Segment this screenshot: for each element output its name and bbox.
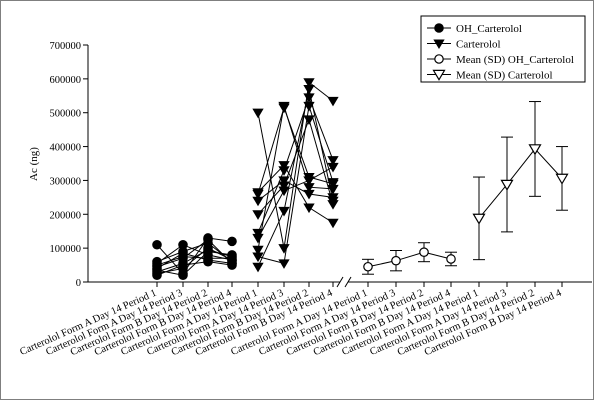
data-point bbox=[178, 258, 188, 269]
x-axis-ticks: Carterolol Form A Day 14 Period 1Cartero… bbox=[18, 282, 564, 358]
data-point bbox=[327, 96, 339, 107]
legend-label: Carterolol bbox=[456, 39, 501, 51]
data-point bbox=[252, 188, 264, 198]
subject-line bbox=[257, 105, 334, 265]
y-tick-label: 0 bbox=[76, 278, 81, 289]
data-point bbox=[178, 248, 188, 259]
subject-line bbox=[156, 247, 233, 275]
y-tick-label: 700000 bbox=[50, 41, 82, 52]
data-point bbox=[303, 78, 315, 88]
legend-marker bbox=[434, 23, 444, 33]
subject-line bbox=[257, 88, 334, 267]
subject-line bbox=[156, 244, 233, 264]
data-point bbox=[303, 203, 315, 214]
data-point bbox=[363, 261, 373, 272]
subject-line bbox=[156, 239, 233, 268]
y-tick-label: 300000 bbox=[50, 176, 82, 187]
data-point bbox=[500, 179, 514, 191]
subject-line bbox=[257, 105, 334, 250]
data-point bbox=[227, 258, 237, 269]
subject-line bbox=[156, 242, 233, 263]
data-point bbox=[278, 206, 290, 217]
subject-line bbox=[156, 237, 233, 275]
data-point bbox=[278, 101, 290, 112]
legend: OH_Carterolol Carterolol Mean (SD) OH_Cart… bbox=[420, 15, 586, 83]
data-point bbox=[252, 252, 264, 263]
y-tick-label: 100000 bbox=[50, 244, 82, 255]
data-point bbox=[555, 173, 569, 185]
subject-line bbox=[156, 249, 233, 273]
data-point bbox=[203, 245, 213, 255]
subject-line bbox=[257, 179, 334, 202]
legend-marker bbox=[432, 69, 446, 81]
subject-line bbox=[257, 96, 334, 234]
data-point bbox=[446, 254, 456, 264]
data-point bbox=[278, 176, 290, 186]
error-bars bbox=[362, 101, 568, 275]
data-point bbox=[303, 101, 315, 112]
data-point bbox=[278, 186, 290, 197]
data-point bbox=[303, 84, 315, 95]
data-point bbox=[303, 189, 315, 200]
data-point bbox=[472, 213, 486, 225]
legend-label: OH_Carterolol bbox=[456, 23, 522, 35]
y-axis-ticks: 0 100000 200000 300000 400000 500000 600000 700… bbox=[50, 41, 88, 289]
data-point bbox=[419, 247, 429, 258]
y-tick-label: 600000 bbox=[50, 75, 82, 86]
data-point bbox=[327, 193, 339, 203]
data-point bbox=[327, 178, 339, 188]
data-point bbox=[252, 262, 264, 273]
data-point bbox=[303, 176, 315, 186]
data-point bbox=[303, 115, 315, 126]
legend-label: Mean (SD) Carterolol bbox=[456, 70, 553, 82]
data-point bbox=[528, 144, 542, 156]
data-point bbox=[327, 162, 339, 173]
axis-break-mark bbox=[344, 276, 352, 288]
axis-break-mark bbox=[336, 276, 344, 288]
y-tick-label: 200000 bbox=[50, 210, 82, 221]
data-point bbox=[278, 259, 290, 269]
data-markers bbox=[152, 78, 569, 281]
data-point bbox=[327, 156, 339, 166]
data-point bbox=[152, 239, 162, 250]
subject-line bbox=[156, 252, 233, 269]
data-point bbox=[391, 255, 401, 266]
subject-lines bbox=[156, 81, 563, 276]
data-point bbox=[252, 196, 264, 207]
data-point bbox=[327, 218, 339, 229]
data-point bbox=[278, 161, 290, 171]
data-point bbox=[203, 255, 213, 265]
data-point bbox=[252, 108, 264, 119]
y-axis-label: Ac (ng) bbox=[28, 147, 40, 181]
axes bbox=[87, 45, 592, 288]
subject-line bbox=[257, 117, 334, 215]
mean-line bbox=[367, 251, 452, 268]
legend-box bbox=[420, 15, 586, 83]
subject-line bbox=[156, 261, 233, 276]
legend-label: Mean (SD) OH_Carterolol bbox=[456, 54, 574, 66]
data-point bbox=[252, 233, 264, 244]
data-point bbox=[252, 210, 264, 220]
data-point bbox=[152, 263, 162, 274]
data-point bbox=[252, 228, 264, 239]
legend-marker bbox=[434, 54, 444, 64]
data-point bbox=[278, 244, 290, 254]
subject-line bbox=[257, 106, 334, 195]
data-point bbox=[227, 236, 237, 247]
y-tick-label: 400000 bbox=[50, 143, 82, 154]
mean-line bbox=[478, 148, 563, 219]
legend-marker bbox=[433, 39, 445, 50]
data-point bbox=[252, 245, 264, 256]
y-tick-label: 500000 bbox=[50, 109, 82, 120]
